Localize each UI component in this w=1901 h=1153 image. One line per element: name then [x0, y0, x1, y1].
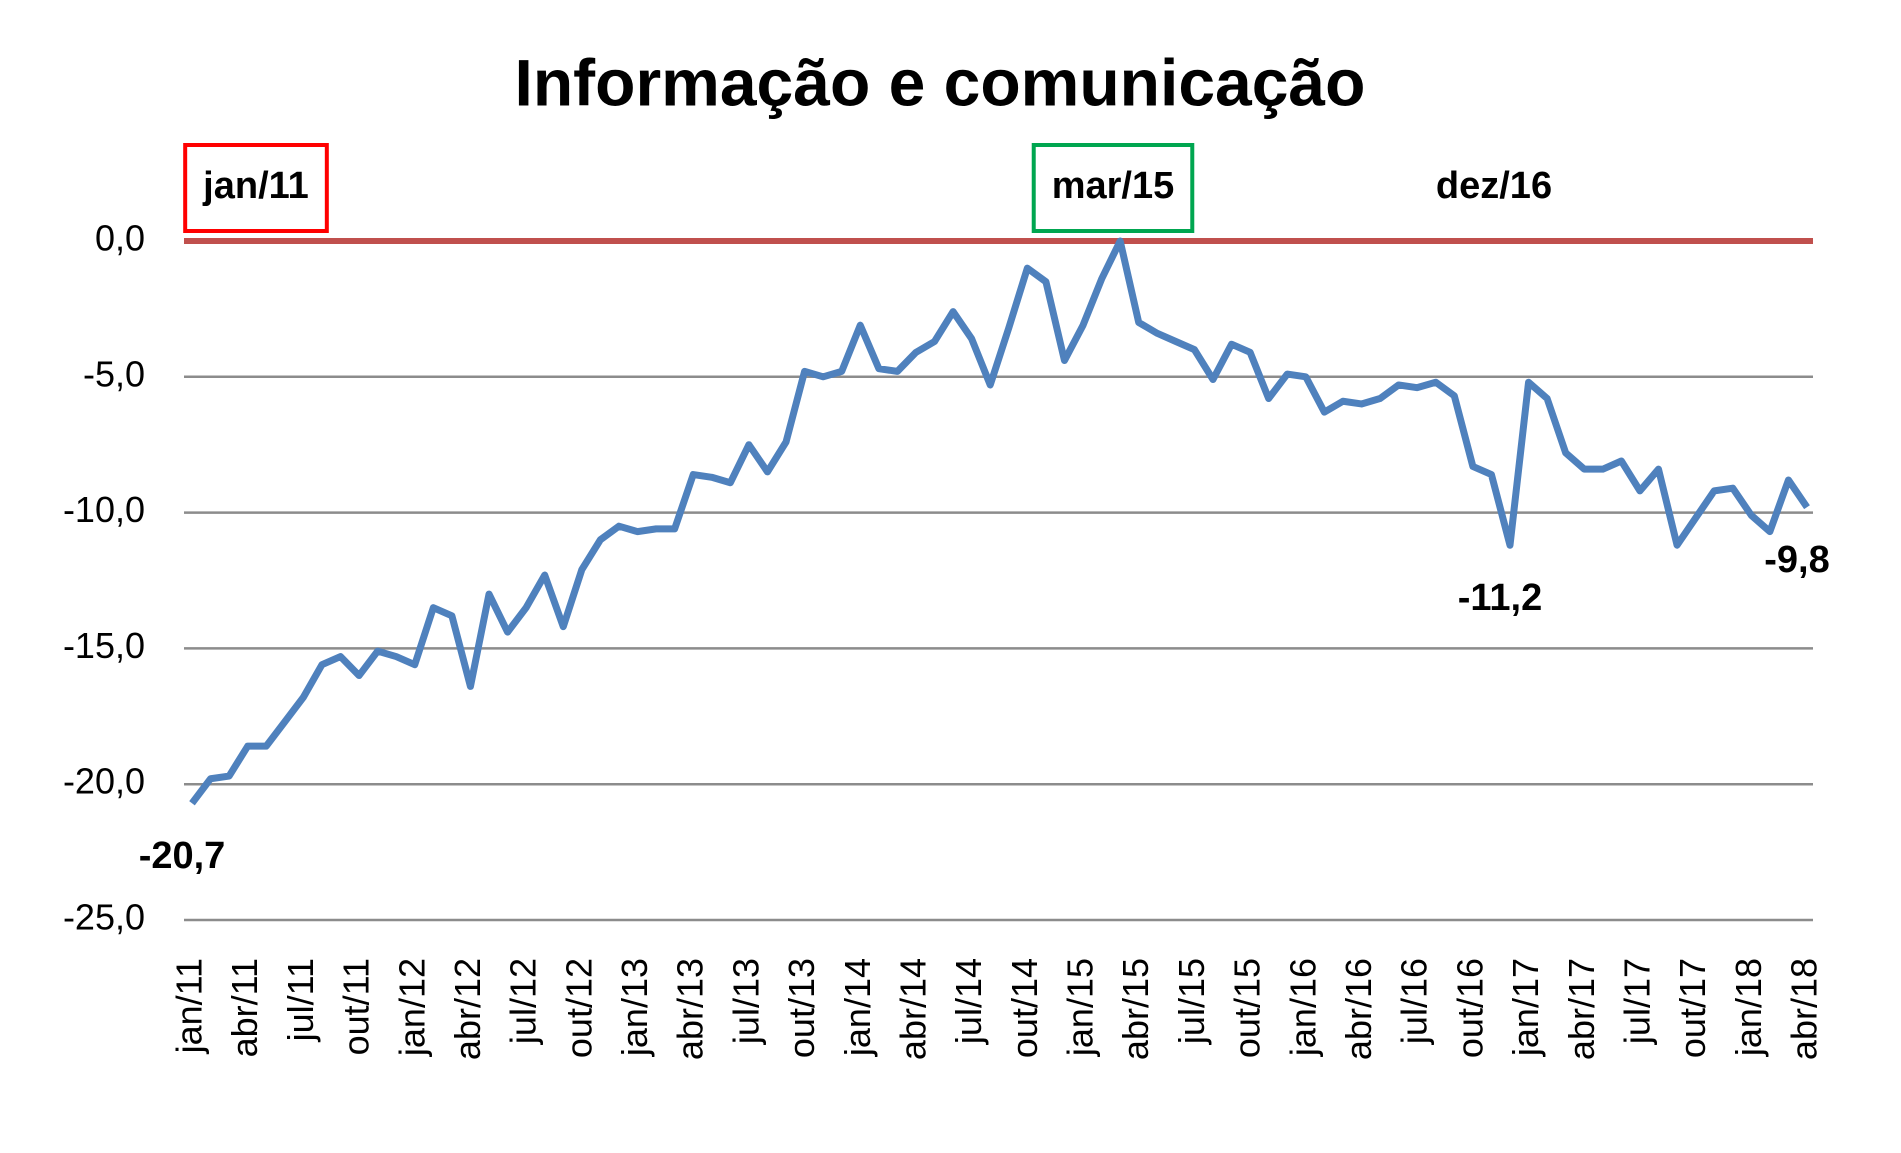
x-tick-label: jan/16 [1282, 958, 1323, 1057]
x-tick-label: jul/13 [725, 958, 766, 1045]
data-line [189, 237, 1810, 806]
y-tick-label: -5,0 [83, 353, 145, 394]
y-tick-label: -10,0 [63, 489, 145, 530]
x-tick-label: abr/18 [1784, 958, 1825, 1060]
x-tick-label: out/16 [1449, 958, 1490, 1058]
x-tick-label: jul/15 [1171, 958, 1212, 1045]
x-tick-label: abr/15 [1115, 958, 1156, 1060]
x-tick-label: out/11 [336, 958, 377, 1055]
y-tick-label: -15,0 [63, 625, 145, 666]
data-label: -9,8 [1764, 539, 1829, 581]
annotation-box [1031, 143, 1195, 233]
x-tick-label: jul/17 [1616, 958, 1657, 1045]
x-tick-label: jan/11 [169, 958, 210, 1054]
x-tick-label: jan/15 [1060, 958, 1101, 1057]
annotation: dez/16 [1436, 165, 1552, 207]
x-tick-label: jan/12 [391, 958, 432, 1057]
x-tick-label: jul/16 [1394, 958, 1435, 1045]
x-tick-label: out/15 [1227, 958, 1268, 1058]
x-tick-label: jul/11 [280, 958, 321, 1042]
annotation-box [183, 143, 329, 233]
x-tick-label: out/12 [558, 958, 599, 1058]
x-tick-label: abr/11 [224, 958, 265, 1057]
x-tick-label: jan/13 [614, 958, 655, 1057]
x-tick-label: abr/12 [447, 958, 488, 1060]
x-tick-label: jan/17 [1505, 958, 1546, 1057]
x-tick-label: abr/17 [1561, 958, 1602, 1060]
annotation: mar/15 [1052, 165, 1175, 207]
x-tick-label: jan/18 [1728, 958, 1769, 1057]
x-tick-label: abr/14 [892, 958, 933, 1060]
x-tick-label: jan/14 [837, 958, 878, 1057]
y-tick-label: 0,0 [95, 218, 145, 259]
x-tick-label: abr/13 [670, 958, 711, 1060]
chart-title: Informação e comunicação [515, 45, 1366, 119]
annotation: jan/11 [202, 165, 309, 207]
x-tick-label: abr/16 [1338, 958, 1379, 1060]
x-tick-label: jul/14 [948, 958, 989, 1045]
y-tick-label: -20,0 [63, 761, 145, 802]
x-tick-label: jul/12 [503, 958, 544, 1045]
data-label: -11,2 [1458, 577, 1543, 619]
y-tick-label: -25,0 [63, 897, 145, 938]
x-tick-label: out/14 [1004, 958, 1045, 1058]
x-tick-label: out/13 [781, 958, 822, 1058]
x-tick-label: out/17 [1672, 958, 1713, 1058]
data-label: -20,7 [139, 835, 226, 877]
